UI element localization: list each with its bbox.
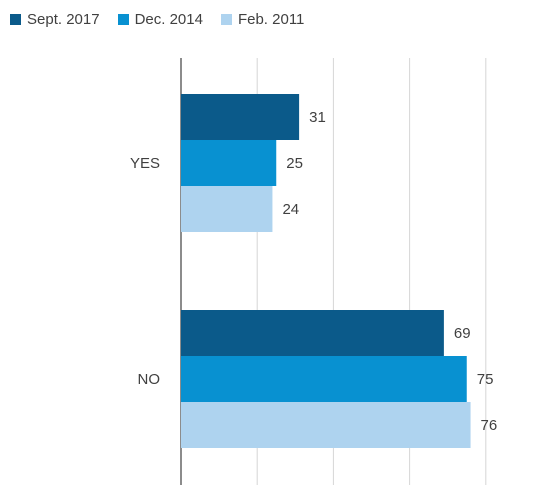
value-label-yes-sept-2017: 31 bbox=[309, 109, 326, 126]
legend-swatch-dec-2014 bbox=[117, 13, 129, 25]
category-label-yes: YES bbox=[130, 155, 160, 172]
legend-swatch-feb-2011 bbox=[220, 13, 232, 25]
bar-no-dec-2014 bbox=[181, 356, 467, 402]
value-label-no-sept-2017: 69 bbox=[454, 325, 471, 342]
value-label-yes-dec-2014: 25 bbox=[286, 155, 303, 172]
value-label-yes-feb-2011: 24 bbox=[282, 201, 299, 218]
value-label-no-feb-2011: 76 bbox=[481, 417, 498, 434]
legend: Sept. 2017 Dec. 2014 Feb. 2011 bbox=[10, 6, 322, 32]
value-labels: 31 25 24 69 75 76 bbox=[282, 109, 497, 434]
bars bbox=[181, 94, 471, 448]
legend-swatch-sept-2017 bbox=[10, 13, 21, 25]
legend-item-dec-2014: Dec. 2014 bbox=[117, 10, 203, 28]
category-labels: YES NO bbox=[130, 155, 160, 388]
bar-yes-sept-2017 bbox=[181, 94, 300, 140]
legend-item-sept-2017: Sept. 2017 bbox=[10, 11, 100, 28]
bar-yes-dec-2014 bbox=[181, 140, 277, 186]
legend-label-feb-2011: Feb. 2011 bbox=[237, 10, 305, 28]
category-label-no: NO bbox=[138, 371, 161, 388]
bar-no-sept-2017 bbox=[181, 310, 444, 356]
value-label-no-dec-2014: 75 bbox=[477, 371, 494, 388]
bar-yes-feb-2011 bbox=[181, 186, 273, 232]
bar-no-feb-2011 bbox=[181, 402, 471, 448]
legend-item-feb-2011: Feb. 2011 bbox=[220, 10, 305, 28]
legend-label-sept-2017: Sept. 2017 bbox=[27, 10, 100, 28]
legend-label-dec-2014: Dec. 2014 bbox=[134, 10, 203, 28]
